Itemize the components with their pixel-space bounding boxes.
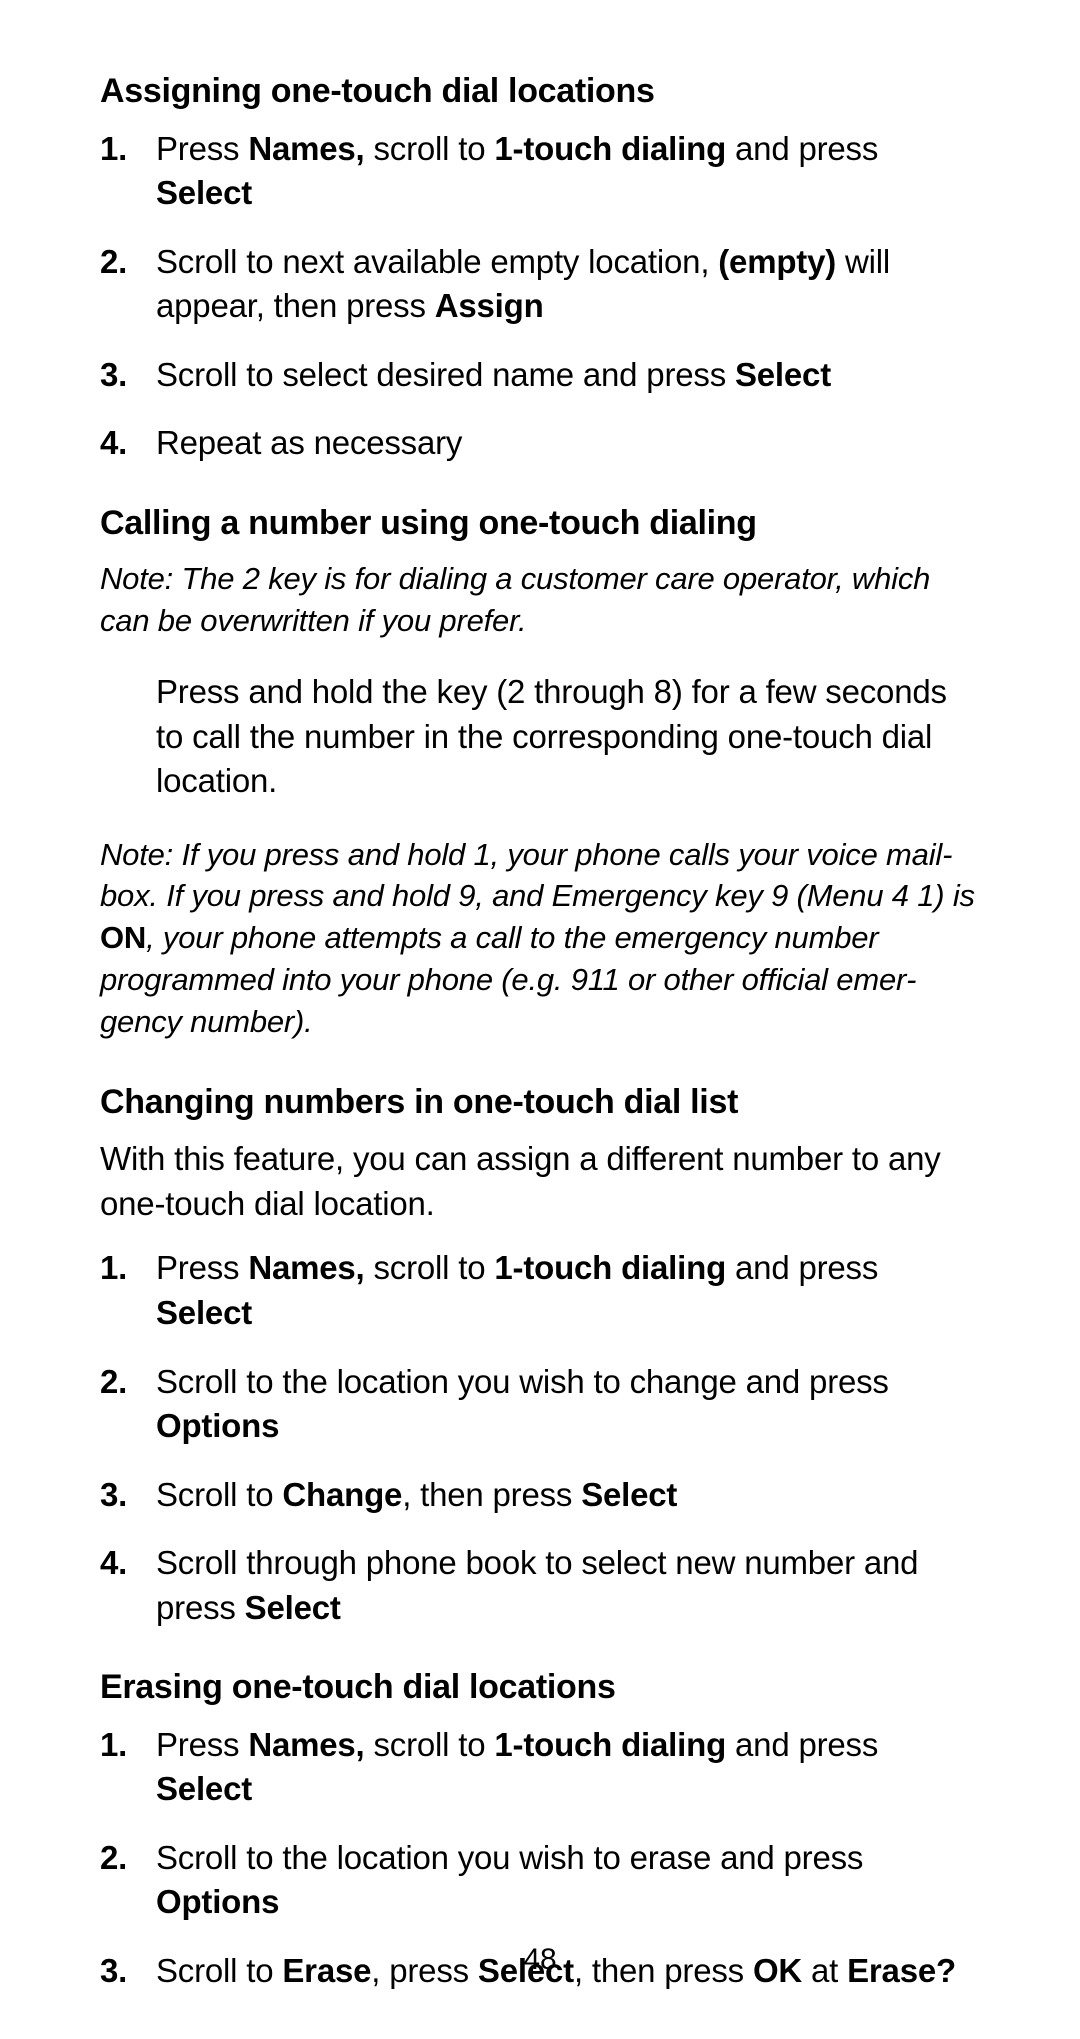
step-item: 2. Scroll to the location you wish to er… <box>100 1836 980 1925</box>
step-text: Scroll through phone book to select new … <box>156 1541 980 1630</box>
step-text: Scroll to next available empty location,… <box>156 240 980 329</box>
section-heading: Calling a number using one-touch dialing <box>100 502 980 545</box>
body-paragraph: With this feature, you can assign a diff… <box>100 1137 980 1226</box>
step-number: 3. <box>100 1473 156 1518</box>
section-heading: Erasing one-touch dial locations <box>100 1666 980 1709</box>
step-list: 1. Press Names, scroll to 1-touch dialin… <box>100 1246 980 1630</box>
note-text: Note: The 2 key is for dialing a custome… <box>100 558 980 642</box>
step-item: 3. Scroll to Change, then press Select <box>100 1473 980 1518</box>
step-text: Scroll to select desired name and press … <box>156 353 980 398</box>
step-number: 2. <box>100 240 156 285</box>
step-text: Repeat as necessary <box>156 421 980 466</box>
indented-paragraph: Press and hold the key (2 through 8) for… <box>156 670 980 804</box>
step-number: 1. <box>100 1246 156 1291</box>
step-number: 3. <box>100 353 156 398</box>
step-number: 2. <box>100 1360 156 1405</box>
step-text: Scroll to the location you wish to erase… <box>156 1836 980 1925</box>
step-text: Press Names, scroll to 1-touch dialing a… <box>156 1723 980 1812</box>
step-number: 4. <box>100 1541 156 1586</box>
step-text: Press Names, scroll to 1-touch dialing a… <box>156 1246 980 1335</box>
step-list: 1. Press Names, scroll to 1-touch dialin… <box>100 127 980 466</box>
step-number: 1. <box>100 127 156 172</box>
step-text: Scroll to Change, then press Select <box>156 1473 980 1518</box>
step-item: 3. Scroll to select desired name and pre… <box>100 353 980 398</box>
step-text: Scroll to the location you wish to chang… <box>156 1360 980 1449</box>
step-item: 2. Scroll to the location you wish to ch… <box>100 1360 980 1449</box>
section-heading: Assigning one-touch dial locations <box>100 70 980 113</box>
page-number: 48 <box>0 1943 1080 1977</box>
step-text: Press Names, scroll to 1-touch dialing a… <box>156 127 980 216</box>
step-item: 1. Press Names, scroll to 1-touch dialin… <box>100 1723 980 1812</box>
step-item: 1. Press Names, scroll to 1-touch dialin… <box>100 127 980 216</box>
step-number: 4. <box>100 421 156 466</box>
section-heading: Changing numbers in one-touch dial list <box>100 1081 980 1124</box>
step-number: 2. <box>100 1836 156 1881</box>
step-item: 1. Press Names, scroll to 1-touch dialin… <box>100 1246 980 1335</box>
step-item: 2. Scroll to next available empty locati… <box>100 240 980 329</box>
step-number: 1. <box>100 1723 156 1768</box>
step-item: 4. Repeat as necessary <box>100 421 980 466</box>
step-item: 4. Scroll through phone book to select n… <box>100 1541 980 1630</box>
note-text: Note: If you press and hold 1, your phon… <box>100 834 980 1043</box>
